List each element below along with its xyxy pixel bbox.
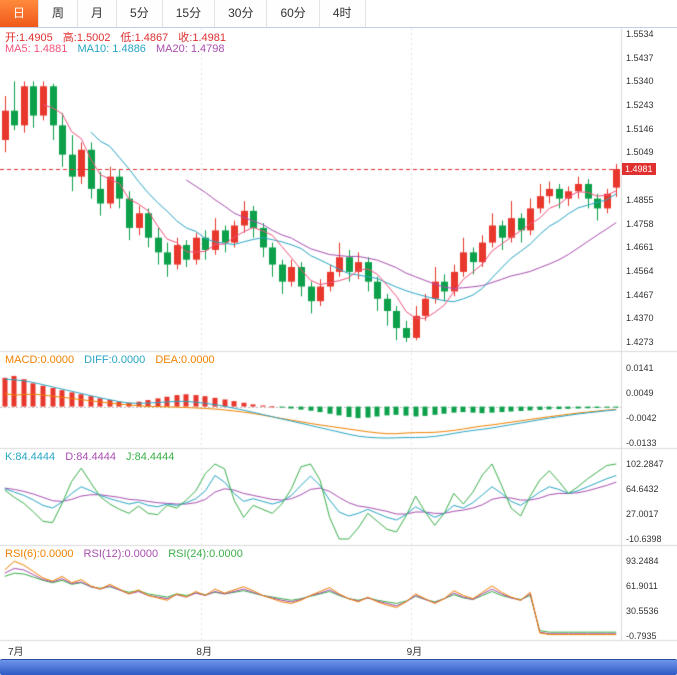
tab-week[interactable]: 周 (39, 0, 79, 27)
tab-day[interactable]: 日 (0, 0, 40, 27)
timeframe-tabbar: 日 周 月 5分 15分 30分 60分 4时 (0, 0, 677, 28)
tab-month[interactable]: 月 (78, 0, 118, 27)
horizontal-scrollbar[interactable] (0, 659, 677, 675)
tab-30min[interactable]: 30分 (215, 0, 268, 27)
tab-60min[interactable]: 60分 (267, 0, 320, 27)
tab-5min[interactable]: 5分 (117, 0, 163, 27)
tab-15min[interactable]: 15分 (162, 0, 216, 27)
tab-4hour[interactable]: 4时 (319, 0, 366, 27)
